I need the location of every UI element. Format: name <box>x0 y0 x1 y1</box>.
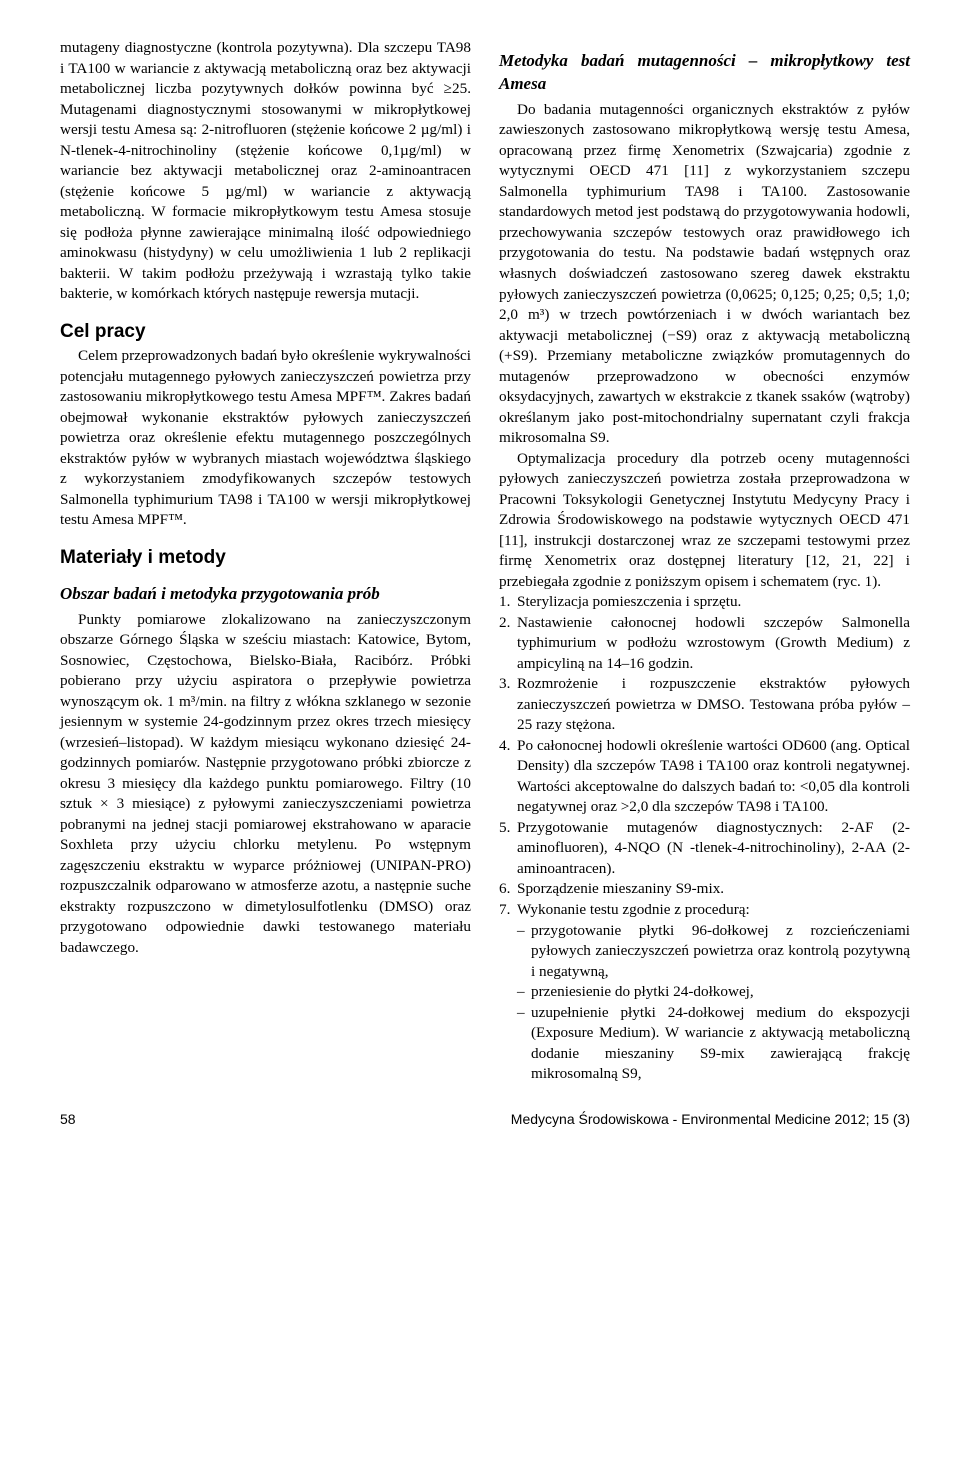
step-6: 6.Sporządzenie mieszaniny S9-mix. <box>499 879 910 900</box>
page-number: 58 <box>60 1111 76 1127</box>
metodyka-title: Metodyka badań mutagenności – mikropłytk… <box>499 50 910 96</box>
obszar-paragraph: Punkty pomiarowe zlokalizowano na zaniec… <box>60 610 471 959</box>
right-column: Metodyka badań mutagenności – mikropłytk… <box>499 38 910 1085</box>
cel-pracy-paragraph: Celem przeprowadzonych badań było określ… <box>60 346 471 531</box>
intro-paragraph: mutageny diagnostyczne (kontrola pozytyw… <box>60 38 471 305</box>
left-column: mutageny diagnostyczne (kontrola pozytyw… <box>60 38 471 1085</box>
step-5: 5.Przygotowanie mutagenów diagnostycznyc… <box>499 818 910 880</box>
substep-2: –przeniesienie do płytki 24-dołkowej, <box>499 982 910 1003</box>
step-4: 4.Po całonocnej hodowli określenie warto… <box>499 736 910 818</box>
substep-1: –przygotowanie płytki 96-dołkowej z rozc… <box>499 921 910 983</box>
step-7: 7.Wykonanie testu zgodnie z procedurą: <box>499 900 910 921</box>
materialy-title: Materiały i metody <box>60 545 471 571</box>
page-footer: 58 Medycyna Środowiskowa - Environmental… <box>0 1105 960 1133</box>
step-1: 1.Sterylizacja pomieszczenia i sprzętu. <box>499 592 910 613</box>
journal-citation: Medycyna Środowiskowa - Environmental Me… <box>511 1111 910 1127</box>
step-3: 3.Rozmrożenie i rozpuszczenie ekstraktów… <box>499 674 910 736</box>
procedure-list: 1.Sterylizacja pomieszczenia i sprzętu. … <box>499 592 910 1084</box>
cel-pracy-title: Cel pracy <box>60 319 471 345</box>
metodyka-p2: Optymalizacja procedury dla potrzeb ocen… <box>499 449 910 593</box>
substep-3: –uzupełnienie płytki 24-dołkowej medium … <box>499 1003 910 1085</box>
step-2: 2.Nastawienie całonocnej hodowli szczepó… <box>499 613 910 675</box>
metodyka-p1: Do badania mutagenności organicznych eks… <box>499 100 910 449</box>
obszar-title: Obszar badań i metodyka przygotowania pr… <box>60 583 471 606</box>
